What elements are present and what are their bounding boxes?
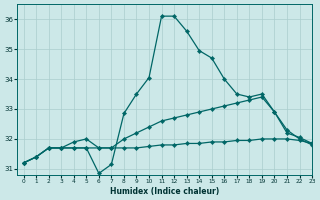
X-axis label: Humidex (Indice chaleur): Humidex (Indice chaleur) [110,187,219,196]
